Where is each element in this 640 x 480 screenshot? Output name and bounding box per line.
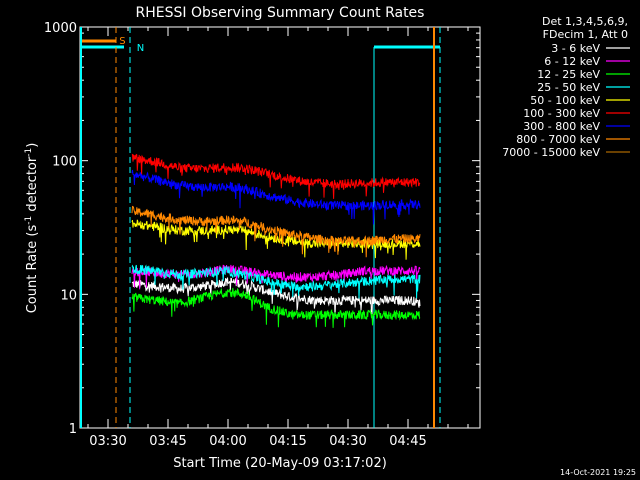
- legend-entry: 3 - 6 keV: [551, 42, 600, 55]
- marker-label-n: N: [137, 43, 144, 54]
- y-tick-label: 100: [52, 155, 77, 170]
- y-tick-label: 1: [69, 422, 77, 437]
- series-line: [131, 264, 421, 290]
- legend-entry: 25 - 50 keV: [537, 81, 600, 94]
- y-tick-label: 1000: [44, 21, 77, 36]
- x-axis-label: Start Time (20-May-09 03:17:02): [173, 456, 387, 471]
- x-tick-label: 03:45: [149, 434, 186, 449]
- series-line: [131, 153, 421, 199]
- chart-title: RHESSI Observing Summary Count Rates: [136, 5, 425, 21]
- x-tick-label: 03:30: [89, 434, 126, 449]
- x-tick-label: 04:45: [389, 434, 426, 449]
- legend-header: FDecim 1, Att 0: [543, 28, 628, 41]
- series-line: [131, 264, 421, 299]
- plot-area: 1 10 100 1000 03:30 03:45 04:00 04:15 04:30 04:45…: [44, 21, 481, 449]
- series-line: [131, 169, 421, 225]
- x-tick-label: 04:30: [329, 434, 366, 449]
- footer-timestamp: 14-Oct-2021 19:25: [560, 468, 636, 477]
- legend-entry: 50 - 100 keV: [530, 94, 600, 107]
- legend-entry: 100 - 300 keV: [523, 107, 600, 120]
- marker-label-s: S: [119, 36, 125, 47]
- legend-header: Det 1,3,4,5,6,9,: [542, 15, 628, 28]
- y-axis-label: Count Rate (s-1 detector-1): [24, 143, 40, 314]
- legend-entry: 300 - 800 keV: [523, 120, 600, 133]
- x-tick-label: 04:15: [269, 434, 306, 449]
- legend-entry: 12 - 25 keV: [537, 68, 600, 81]
- y-tick-label: 10: [60, 288, 77, 303]
- series-line: [131, 205, 421, 258]
- series-line: [131, 287, 421, 328]
- legend: Det 1,3,4,5,6,9,FDecim 1, Att 03 - 6 keV…: [502, 15, 630, 159]
- legend-entry: 800 - 7000 keV: [516, 133, 600, 146]
- legend-entry: 7000 - 15000 keV: [502, 146, 600, 159]
- x-tick-label: 04:00: [209, 434, 246, 449]
- legend-entry: 6 - 12 keV: [544, 55, 600, 68]
